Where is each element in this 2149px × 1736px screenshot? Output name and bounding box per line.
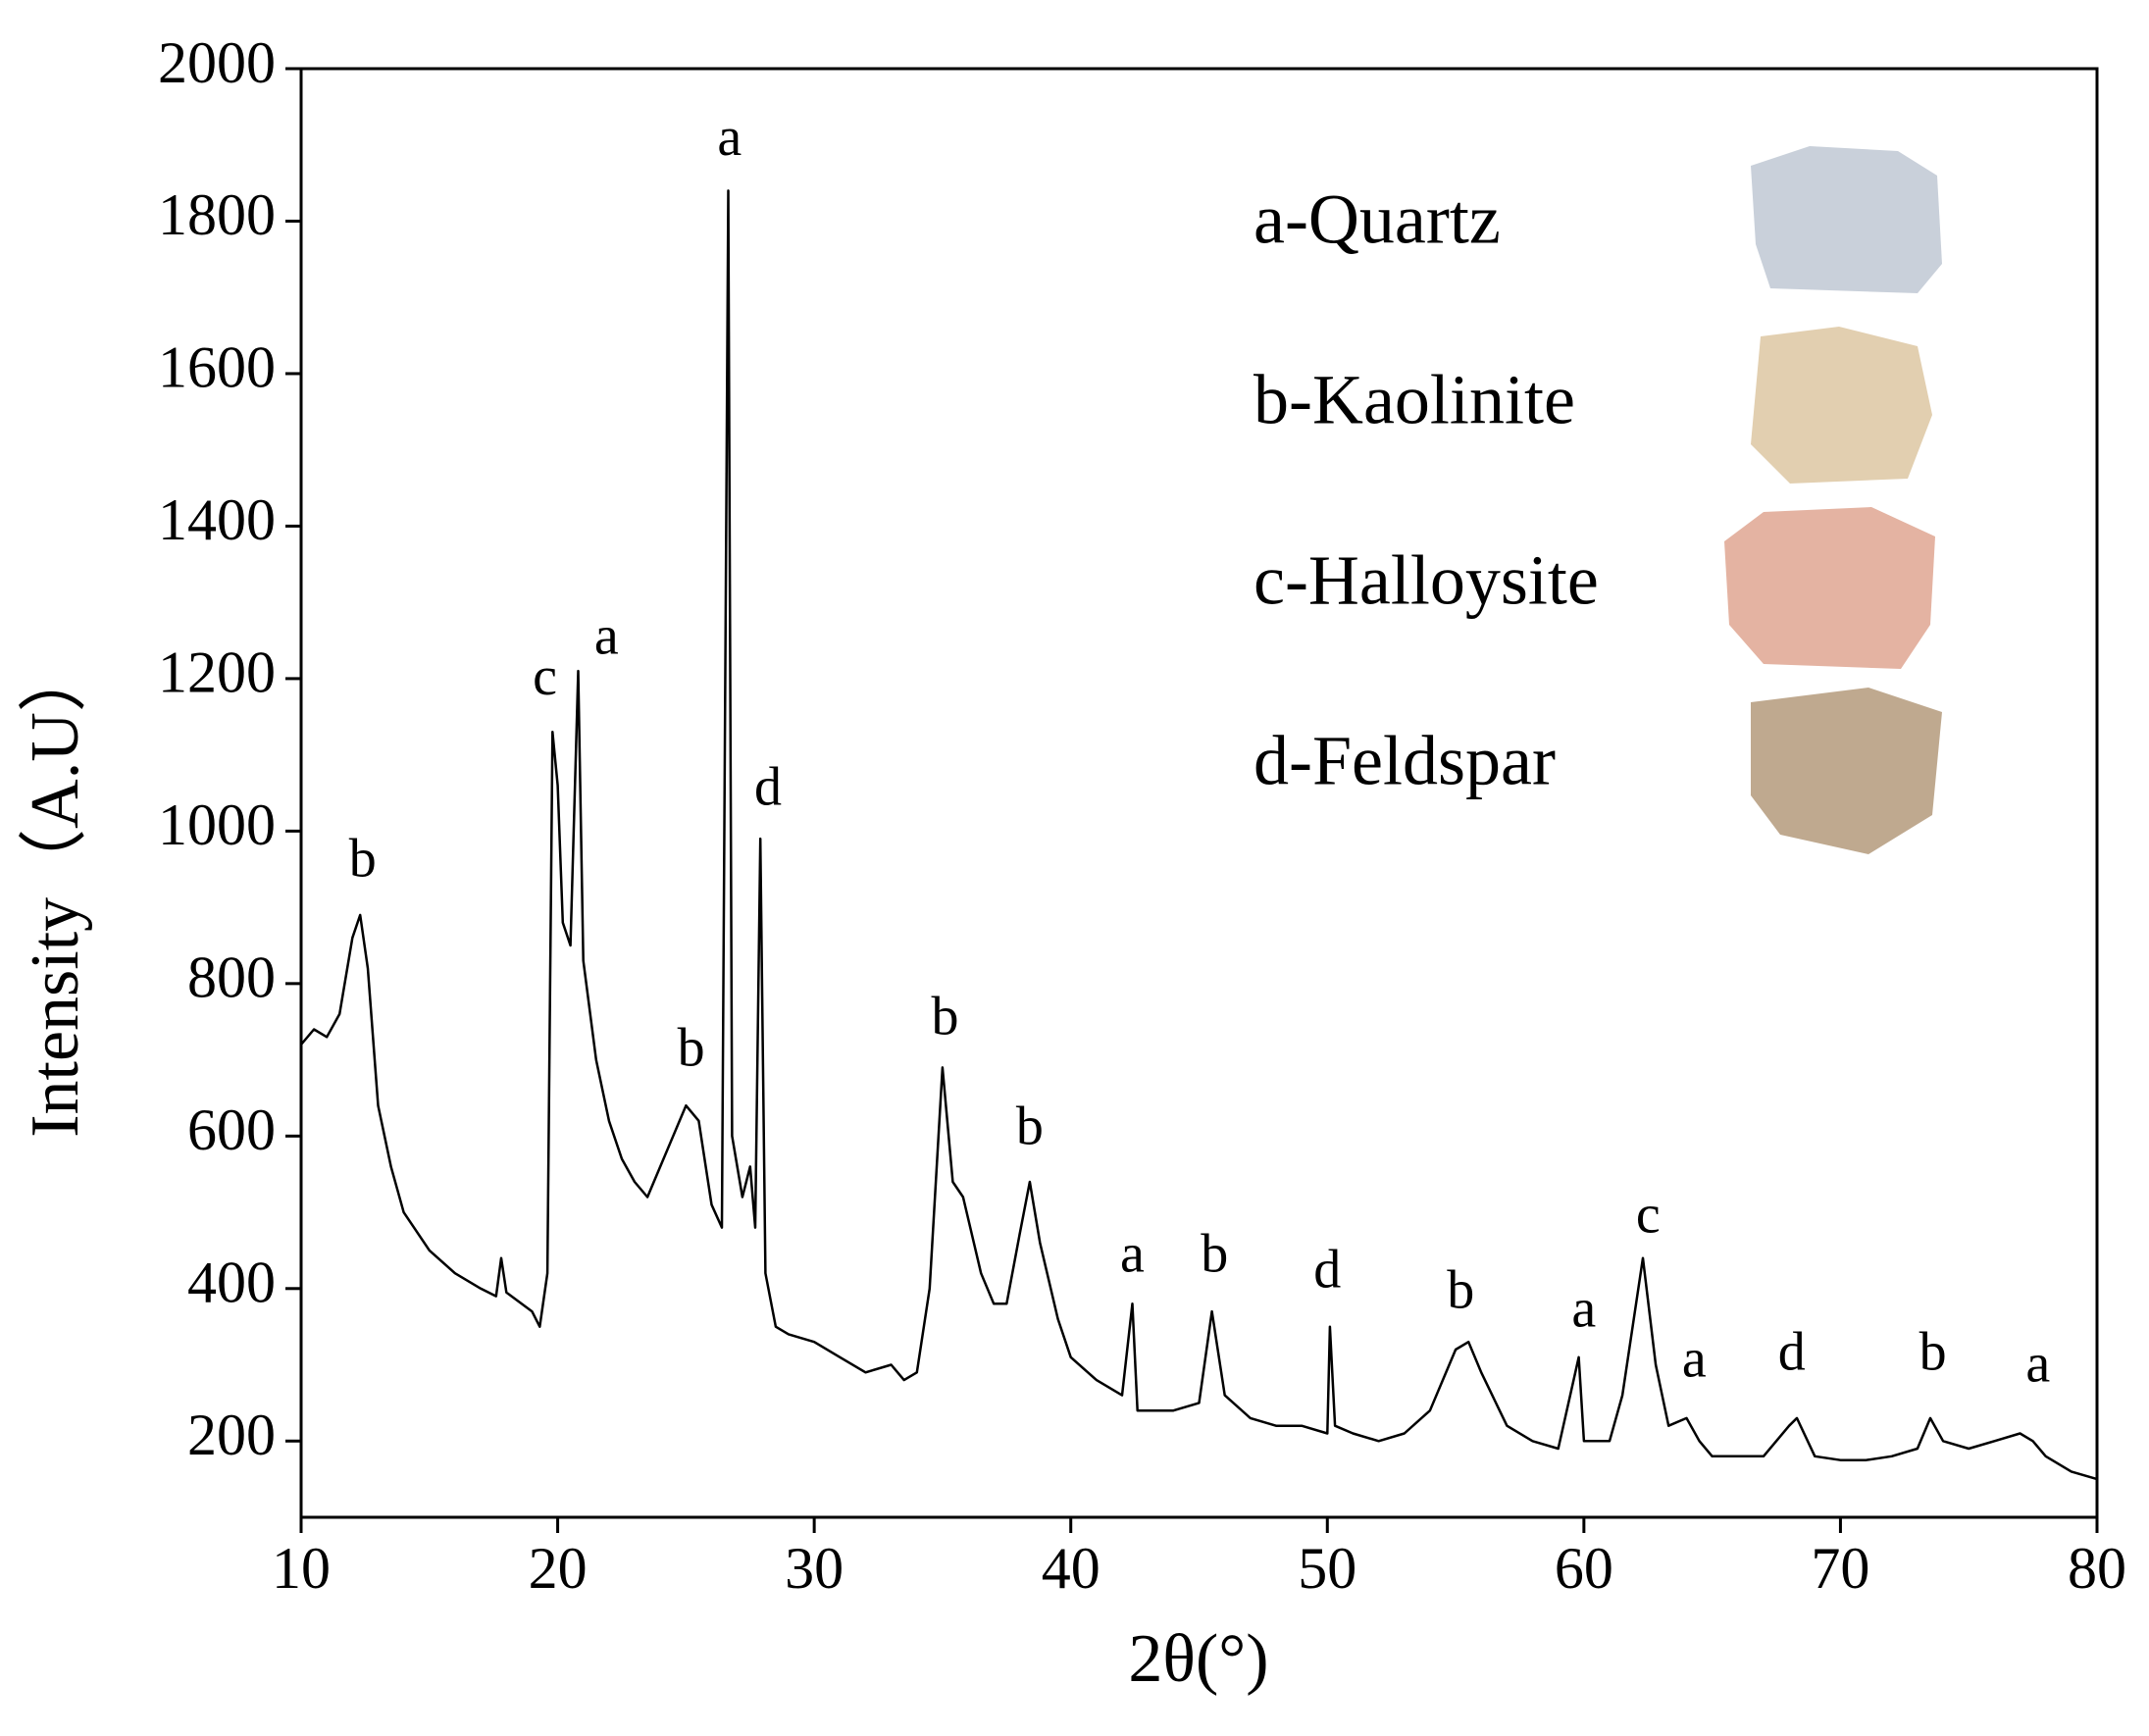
- x-tick-label: 50: [1298, 1536, 1356, 1601]
- peak-label: b: [349, 829, 377, 890]
- y-tick-label: 400: [187, 1251, 276, 1315]
- peak-label: b: [1201, 1223, 1228, 1284]
- legend-swatch: [1724, 507, 1935, 669]
- x-tick-label: 70: [1811, 1536, 1869, 1601]
- legend-swatch: [1751, 327, 1932, 484]
- y-axis-label: Intensity（A.U）: [18, 643, 93, 1138]
- y-tick-label: 200: [187, 1403, 276, 1467]
- y-tick-label: 1000: [158, 792, 276, 857]
- peak-label: b: [1016, 1096, 1044, 1156]
- peak-label: b: [1919, 1322, 1947, 1383]
- peak-label: c: [533, 646, 557, 707]
- y-tick-label: 600: [187, 1098, 276, 1162]
- legend-swatch: [1751, 688, 1942, 854]
- legend-label: c-Halloysite: [1254, 541, 1599, 620]
- y-tick-label: 1800: [158, 182, 276, 247]
- peak-label: b: [678, 1017, 705, 1078]
- x-tick-label: 60: [1555, 1536, 1613, 1601]
- peak-label: a: [1682, 1329, 1707, 1390]
- peak-label: a: [717, 107, 742, 168]
- y-tick-label: 1600: [158, 335, 276, 400]
- spectrum-line: [300, 189, 2098, 1481]
- peak-label: c: [1636, 1185, 1661, 1246]
- x-tick-label: 20: [529, 1536, 588, 1601]
- y-tick-label: 2000: [158, 30, 276, 95]
- peak-label: b: [1447, 1260, 1474, 1321]
- x-tick-label: 80: [2068, 1536, 2126, 1601]
- peak-label: a: [1120, 1223, 1145, 1284]
- legend-label: a-Quartz: [1254, 180, 1501, 259]
- peak-label: d: [1313, 1240, 1341, 1301]
- x-tick-label: 30: [785, 1536, 844, 1601]
- peak-label: d: [1778, 1322, 1806, 1383]
- peak-label: a: [1571, 1278, 1596, 1339]
- peak-label: a: [2025, 1333, 2050, 1394]
- x-tick-label: 40: [1042, 1536, 1100, 1601]
- x-tick-label: 10: [272, 1536, 331, 1601]
- y-tick-label: 1200: [158, 640, 276, 705]
- peak-label: b: [932, 987, 959, 1047]
- y-tick-label: 1400: [158, 487, 276, 552]
- plot-frame: [299, 67, 2099, 1519]
- peak-label: d: [754, 757, 782, 818]
- y-tick-label: 800: [187, 945, 276, 1010]
- x-axis-label: 2θ(°): [1128, 1621, 1268, 1697]
- legend-swatch: [1751, 146, 1942, 293]
- legend-label: d-Feldspar: [1254, 722, 1556, 800]
- peak-label: a: [594, 606, 619, 667]
- legend-label: b-Kaolinite: [1254, 361, 1575, 439]
